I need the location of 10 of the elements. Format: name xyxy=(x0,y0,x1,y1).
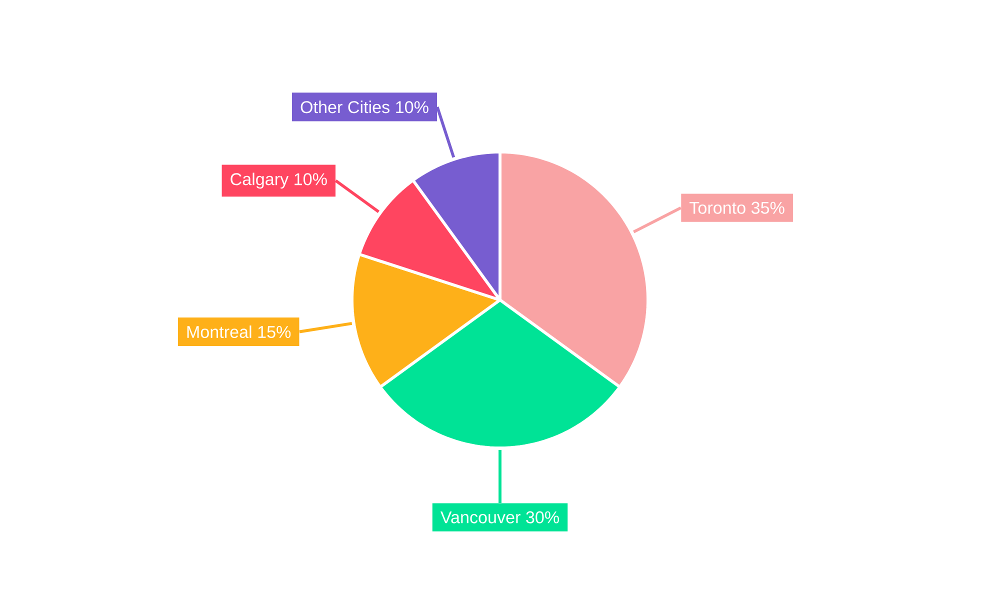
data-label: 15% xyxy=(258,326,291,338)
slice-label: Montreal xyxy=(187,325,252,338)
slice-label: Toronto xyxy=(690,202,746,214)
data-label: 10% xyxy=(396,101,428,114)
slice-label: Vancouver xyxy=(440,511,520,524)
slice-label: Calgary xyxy=(230,172,289,189)
data-label: 30% xyxy=(526,511,559,524)
data-label: 10% xyxy=(294,173,327,186)
slice-label: Other Cities xyxy=(300,100,390,114)
data-label: 35% xyxy=(751,202,784,214)
